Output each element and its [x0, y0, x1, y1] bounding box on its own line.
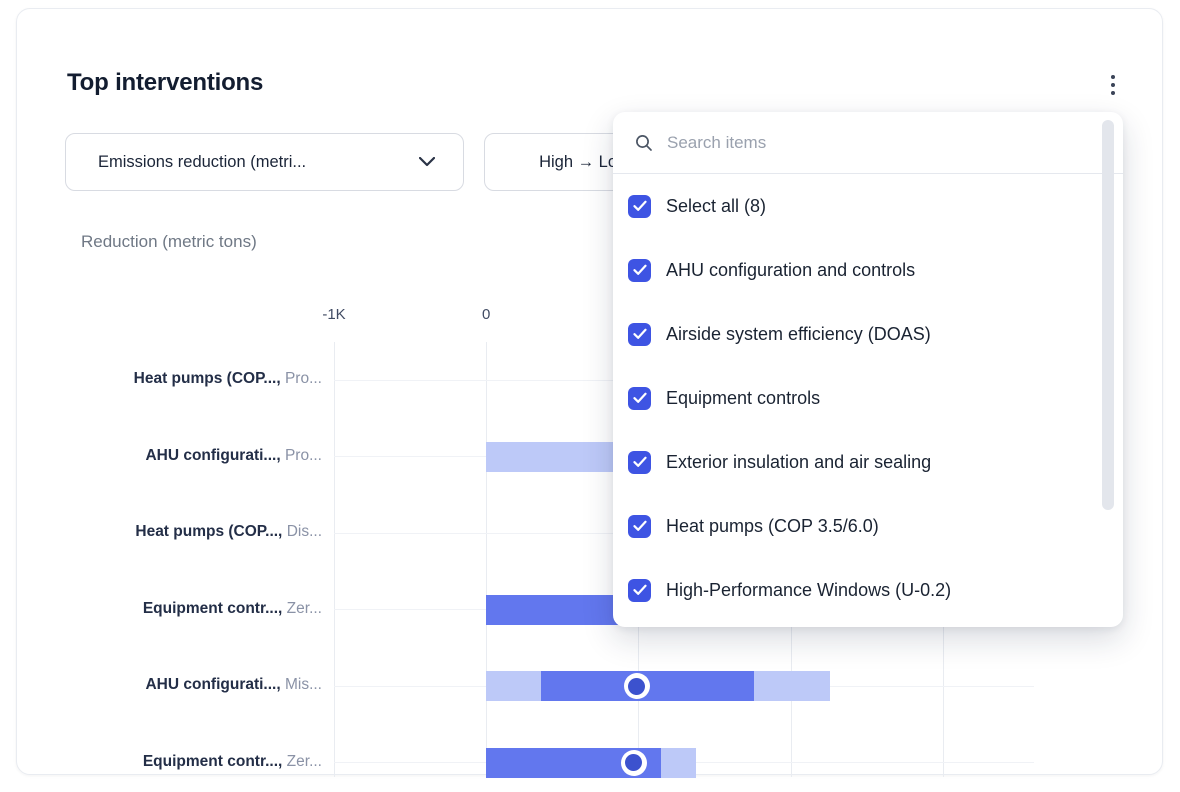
chevron-down-icon [418, 153, 436, 172]
category-label-secondary: Zer... [286, 752, 322, 770]
category-label: AHU configurati..., Pro... [145, 447, 322, 465]
category-label-bold: Equipment contr..., [142, 599, 287, 617]
x-tick-label: 0 [482, 306, 491, 323]
category-label-bold: Equipment contr..., [142, 752, 287, 770]
bar-segment[interactable] [661, 747, 697, 778]
category-label-secondary: Pro... [284, 370, 322, 387]
checkbox-item[interactable]: High-Performance Windows (U-0.2) [613, 558, 1123, 622]
metric-dropdown-value: Emissions reduction (metri... [98, 152, 307, 171]
popover-search-row [613, 112, 1123, 173]
gridline-vertical [486, 342, 488, 777]
checkbox-item-label: Equipment controls [666, 387, 821, 408]
bar-segment[interactable] [486, 671, 541, 701]
items-filter-popover: Select all (8) AHU configuration and cont… [613, 112, 1123, 627]
checkbox-checked[interactable] [628, 578, 651, 602]
checkbox-item[interactable]: Heat pumps (COP 3.5/6.0) [613, 494, 1123, 558]
sort-dropdown-value: High → Low [539, 152, 629, 171]
expected-value-marker[interactable] [623, 673, 650, 699]
card-menu-button[interactable] [1099, 69, 1127, 101]
expected-value-marker[interactable] [620, 749, 647, 776]
page-title: Top interventions [67, 69, 264, 96]
category-label-secondary: Mis... [284, 676, 322, 693]
checkbox-checked[interactable] [628, 258, 651, 282]
checkbox-checked[interactable] [628, 322, 651, 346]
category-label-secondary: Zer... [286, 599, 322, 617]
checkbox-item-label: Airside system efficiency (DOAS) [666, 323, 931, 344]
gridline-vertical [334, 342, 335, 777]
popover-divider [613, 173, 1123, 174]
search-icon [635, 134, 653, 152]
category-label: Heat pumps (COP..., Dis... [135, 523, 322, 541]
category-label: Equipment contr..., Zer... [143, 753, 322, 771]
checkbox-item[interactable]: Select all (8) [613, 174, 1123, 238]
category-label-bold: AHU configurati..., [145, 676, 285, 693]
category-label-bold: Heat pumps (COP..., [135, 523, 287, 540]
checkbox-checked[interactable] [628, 514, 651, 538]
checkbox-checked[interactable] [628, 386, 651, 410]
checkbox-item[interactable]: Airside system efficiency (DOAS) [613, 302, 1123, 366]
bar-segment[interactable] [754, 671, 831, 701]
checkbox-checked[interactable] [628, 450, 651, 474]
checkbox-item-label: Exterior insulation and air sealing [666, 451, 932, 472]
category-label-bold: AHU configurati..., [145, 446, 285, 464]
popover-item-list: Select all (8) AHU configuration and cont… [613, 174, 1123, 622]
category-label-bold: Heat pumps (COP..., [133, 370, 285, 387]
chart-axis-title: Reduction (metric tons) [81, 232, 257, 251]
checkbox-item[interactable]: AHU configuration and controls [613, 238, 1123, 302]
checkbox-item-label: Heat pumps (COP 3.5/6.0) [666, 515, 879, 536]
category-label: Heat pumps (COP..., Pro... [134, 370, 322, 388]
metric-dropdown[interactable]: Emissions reduction (metri... [65, 133, 464, 191]
x-tick-label: -1K [322, 306, 346, 323]
checkbox-checked[interactable] [628, 194, 651, 218]
checkbox-item[interactable]: Exterior insulation and air sealing [613, 430, 1123, 494]
checkbox-item-label: Select all (8) [666, 195, 767, 216]
category-label-secondary: Pro... [284, 446, 322, 464]
checkbox-item-label: AHU configuration and controls [666, 259, 916, 280]
popover-scrollbar[interactable] [1102, 120, 1114, 510]
search-input[interactable] [667, 132, 1047, 153]
category-label: AHU configurati..., Mis... [145, 676, 322, 694]
checkbox-item[interactable]: Equipment controls [613, 366, 1123, 430]
category-label: Equipment contr..., Zer... [143, 600, 322, 618]
category-label-secondary: Dis... [286, 523, 322, 540]
checkbox-item-label: High-Performance Windows (U-0.2) [666, 579, 952, 600]
y-axis-labels: Heat pumps (COP..., Pro... AHU configurat… [17, 9, 322, 792]
